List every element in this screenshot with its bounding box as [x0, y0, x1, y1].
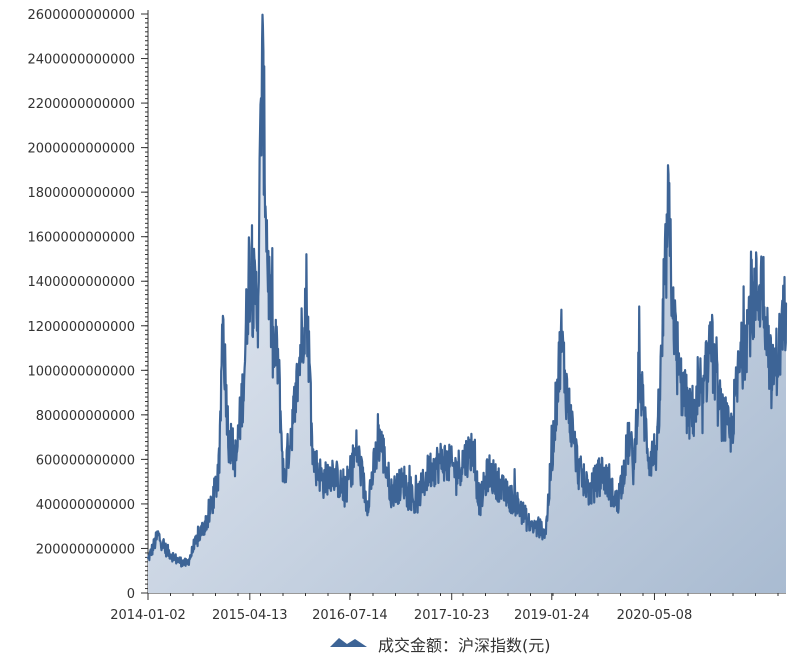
x-tick-label: 2019-01-24 — [514, 608, 590, 623]
y-tick-label: 1400000000000 — [27, 275, 135, 290]
legend-swatch-icon — [330, 638, 367, 647]
y-tick-label: 1800000000000 — [27, 186, 135, 201]
x-tick-label: 2020-05-08 — [617, 608, 693, 623]
y-tick-label: 200000000000 — [36, 542, 135, 557]
y-axis: 0 200000000000 400000000000 600000000000 800… — [27, 8, 149, 602]
x-tick-label: 2017-10-23 — [414, 608, 490, 623]
x-tick-label: 2014-01-02 — [110, 608, 186, 623]
y-tick-label: 1600000000000 — [27, 231, 135, 246]
y-tick-label: 0 — [127, 587, 135, 602]
y-tick-label: 1200000000000 — [27, 320, 135, 335]
y-tick-label: 2400000000000 — [27, 53, 135, 68]
y-tick-label: 1000000000000 — [27, 364, 135, 379]
y-tick-label: 800000000000 — [36, 409, 135, 424]
y-tick-label: 400000000000 — [36, 498, 135, 513]
x-tick-label: 2015-04-13 — [212, 608, 288, 623]
y-tick-label: 2200000000000 — [27, 97, 135, 112]
x-axis: 2014-01-02 2015-04-13 2016-07-14 2017-10-23… — [110, 592, 786, 623]
series-line — [146, 13, 788, 568]
y-tick-label: 2000000000000 — [27, 142, 135, 157]
series-area-fill — [148, 14, 786, 593]
x-tick-label: 2016-07-14 — [312, 608, 388, 623]
legend[interactable]: 成交金额：沪深指数(元) — [330, 636, 551, 655]
y-tick-label: 600000000000 — [36, 453, 135, 468]
legend-label: 成交金额：沪深指数(元) — [378, 636, 551, 655]
y-tick-label: 2600000000000 — [27, 8, 135, 23]
